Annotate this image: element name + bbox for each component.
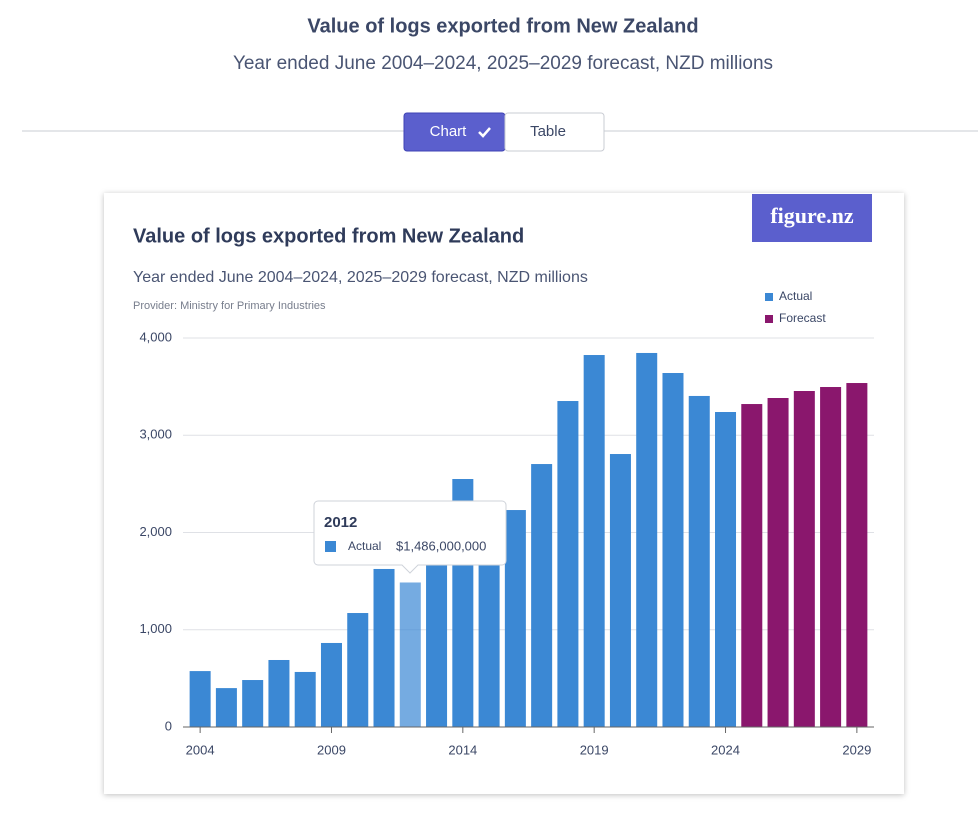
bar (636, 352, 658, 727)
bar (793, 391, 815, 727)
bar (662, 373, 684, 727)
tooltip-title: 2012 (324, 514, 357, 531)
bar (399, 582, 421, 727)
tab-label: Table (530, 123, 566, 140)
bar (846, 383, 868, 727)
bar (242, 680, 264, 727)
x-tick-label: 2009 (317, 742, 346, 757)
y-tick-label: 2,000 (139, 524, 172, 539)
bar (688, 395, 710, 727)
bar (347, 613, 369, 727)
legend-label: Forecast (779, 311, 826, 325)
bar (583, 355, 605, 727)
page-subtitle: Year ended June 2004–2024, 2025–2029 for… (233, 53, 773, 74)
chart-title: Value of logs exported from New Zealand (133, 225, 524, 247)
tab-chart[interactable]: Chart (403, 112, 506, 152)
y-tick-label: 3,000 (139, 427, 172, 442)
chart-source: Provider: Ministry for Primary Industrie… (133, 300, 326, 312)
bar (609, 454, 631, 727)
bar (741, 404, 763, 727)
logo[interactable]: figure.nz (770, 203, 854, 228)
tab-table[interactable]: Table (504, 112, 605, 152)
bar (189, 671, 211, 727)
x-tick-label: 2024 (711, 742, 740, 757)
legend-swatch (765, 315, 773, 323)
tooltip-swatch (325, 541, 336, 552)
check-icon (478, 127, 491, 138)
y-tick-label: 4,000 (139, 329, 172, 344)
bar (215, 688, 237, 727)
y-tick-label: 1,000 (139, 621, 172, 636)
x-tick-label: 2029 (842, 742, 871, 757)
bar (268, 659, 290, 727)
x-tick-label: 2004 (186, 742, 215, 757)
tooltip-box (313, 500, 507, 574)
bar (715, 412, 737, 727)
tooltip-series: Actual (348, 539, 381, 553)
legend-label: Actual (779, 289, 812, 303)
bar (767, 398, 789, 727)
chart-subtitle: Year ended June 2004–2024, 2025–2029 for… (133, 269, 588, 286)
tooltip: 2012 Actual $1,486,000,000 (313, 500, 507, 574)
bar (294, 671, 316, 727)
x-tick-label: 2019 (580, 742, 609, 757)
tab-bg (504, 112, 605, 152)
bar (320, 642, 342, 727)
bar (373, 568, 395, 727)
x-tick-label: 2014 (448, 742, 477, 757)
bar (504, 510, 526, 727)
y-tick-label: 0 (165, 718, 172, 733)
tab-label: Chart (430, 123, 468, 140)
bar (426, 561, 448, 727)
legend-swatch (765, 293, 773, 301)
plot: 0 1,000 2,000 3,000 4,000 2004 2009 2014 2019 202… (139, 289, 874, 757)
page-title: Value of logs exported from New Zealand (307, 15, 698, 37)
logo-bg (752, 194, 872, 242)
bar (557, 401, 579, 727)
tooltip-value: $1,486,000,000 (396, 538, 486, 553)
bar (478, 522, 500, 727)
bar (531, 464, 553, 727)
bar (820, 387, 842, 727)
